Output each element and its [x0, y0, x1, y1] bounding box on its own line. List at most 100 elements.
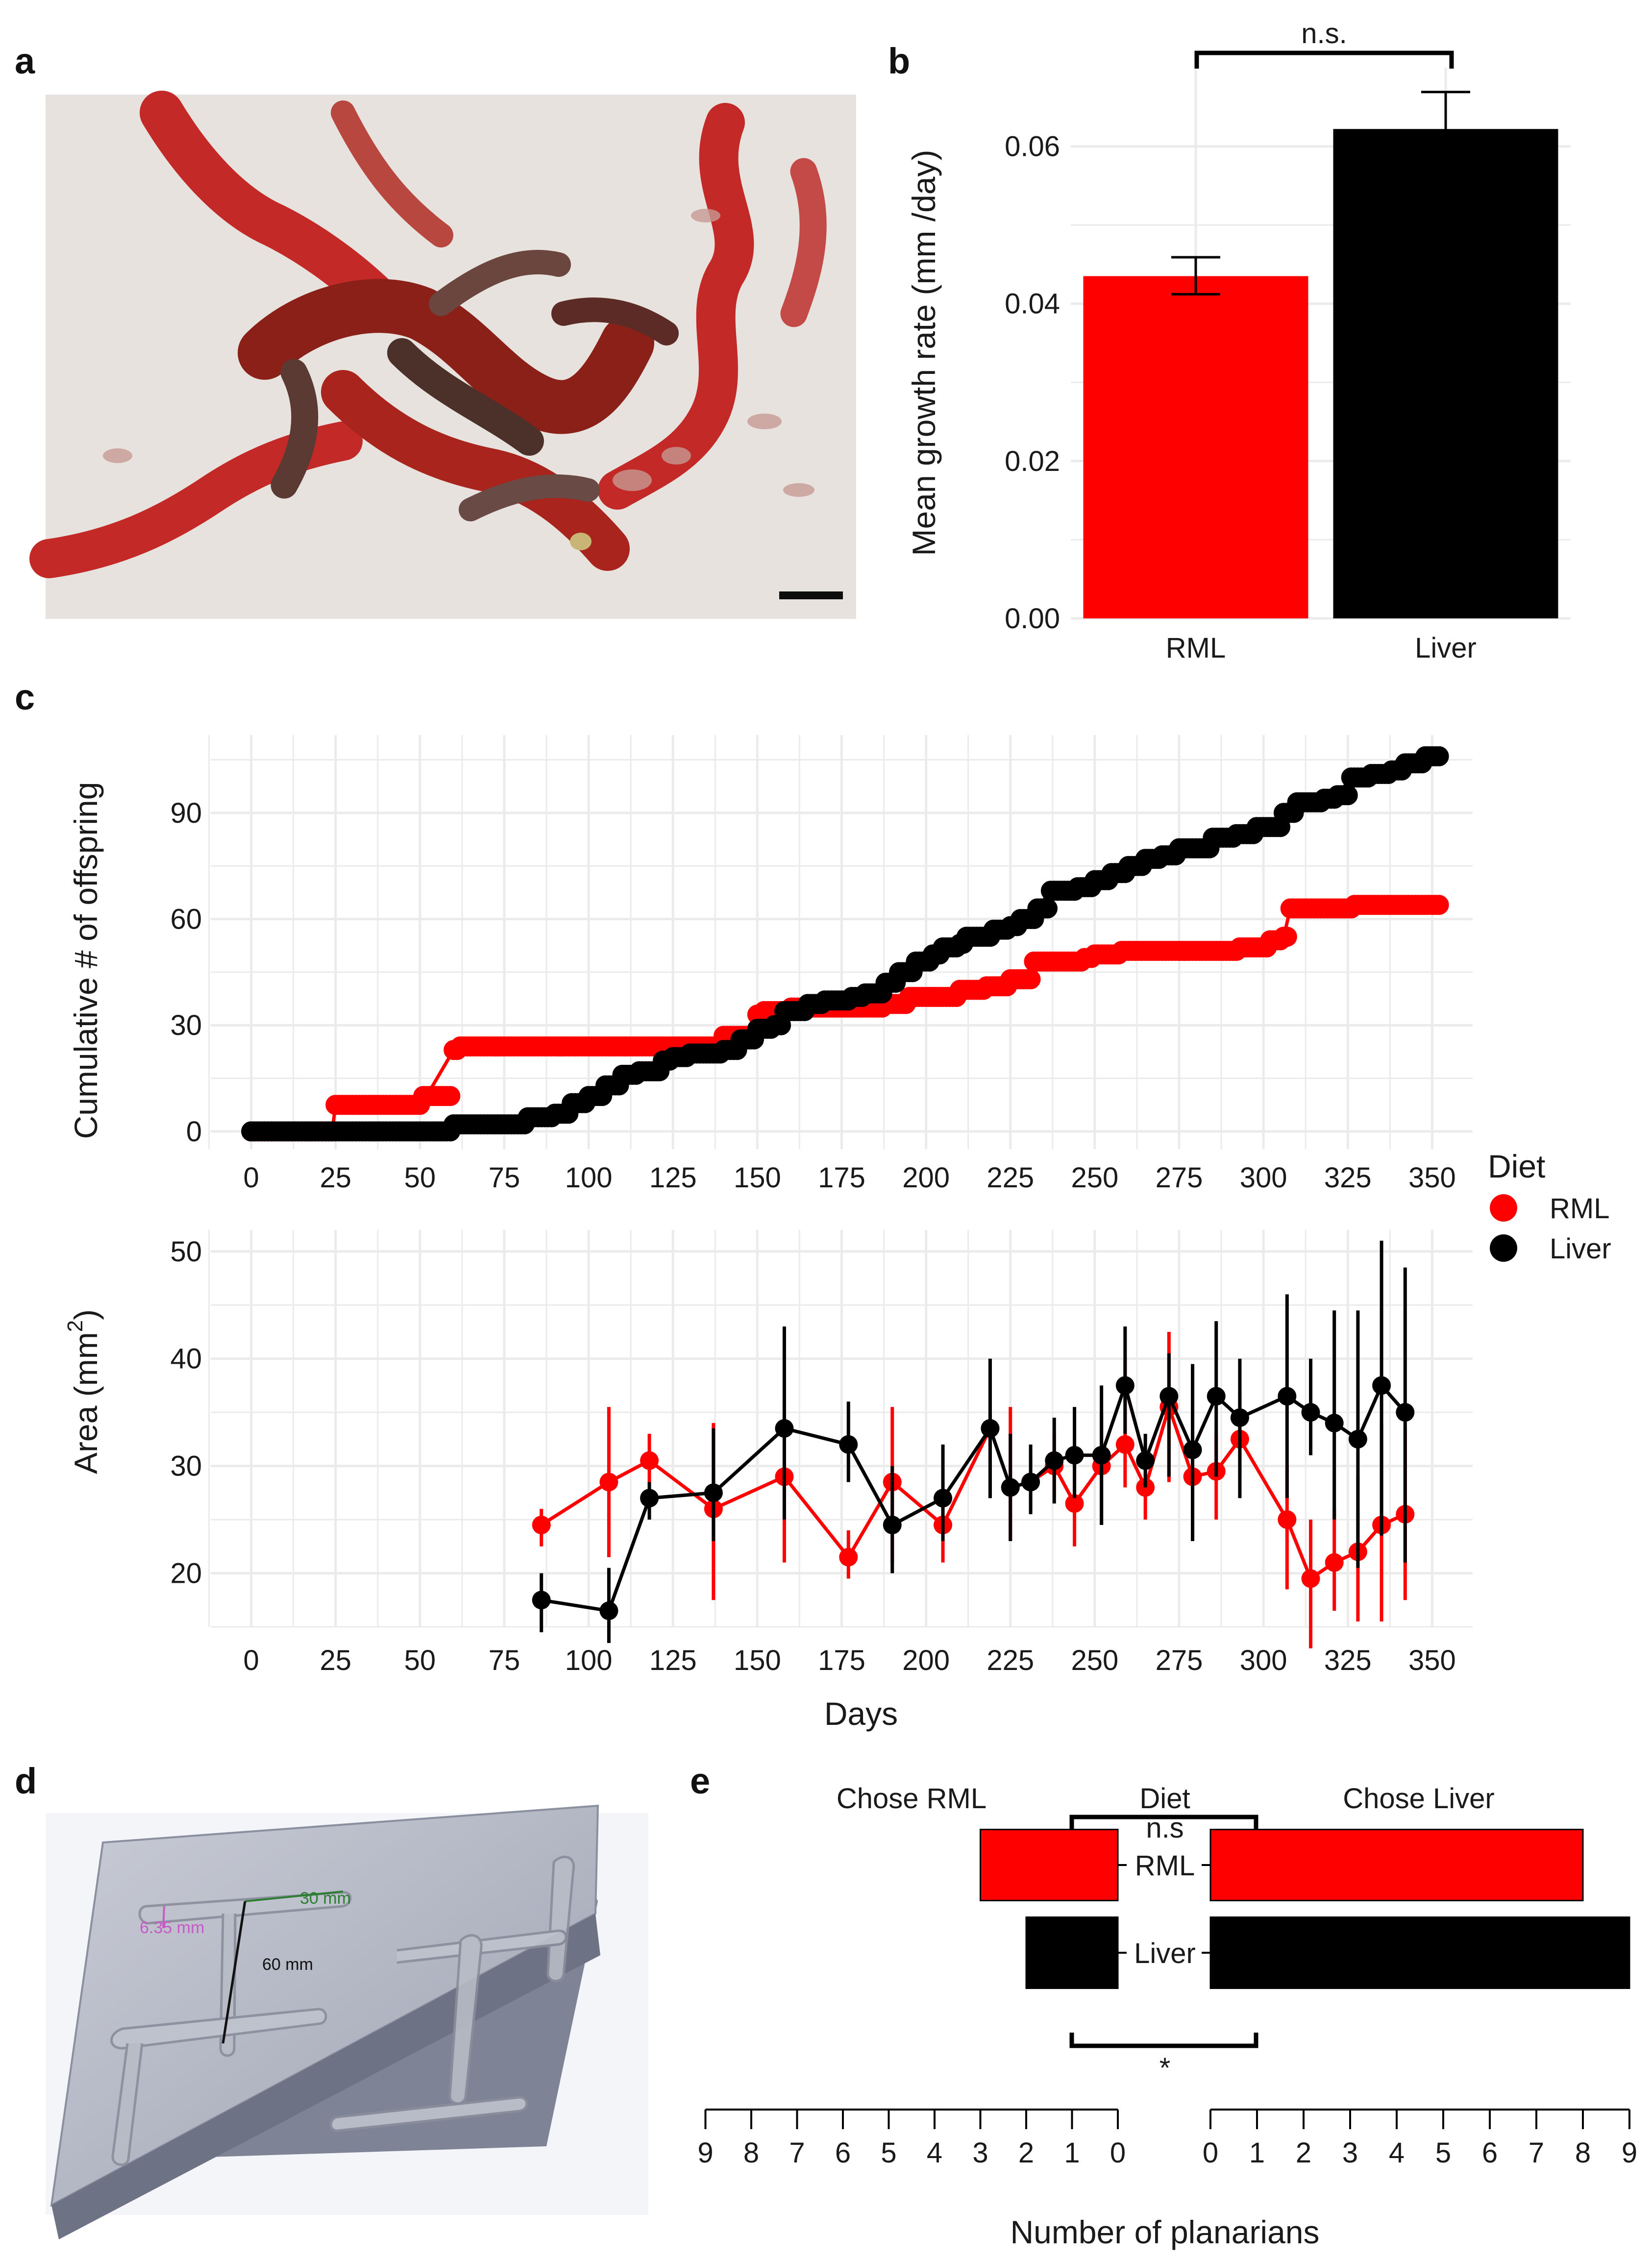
b-y-axis-title: Mean growth rate (mm /day): [906, 150, 942, 556]
c-bottom-x-tick-label: 225: [986, 1645, 1034, 1676]
b-y-tick-label: 0.00: [1005, 603, 1060, 635]
e-right-tick-label: 9: [1622, 2137, 1637, 2169]
c-bottom-x-tick-label: 175: [818, 1645, 865, 1676]
e-left-tick-label: 3: [972, 2137, 988, 2169]
b-errorbar-rml: [1171, 256, 1220, 295]
c-bottom-x-tick-label: 350: [1408, 1645, 1456, 1676]
panel-a: a: [15, 41, 856, 619]
c-top-x-tick-label: 100: [565, 1162, 613, 1194]
c-top-x-tick-label: 300: [1240, 1162, 1287, 1194]
e-category-label: RML: [1135, 1850, 1195, 1882]
b-significance-bracket: n.s.: [1194, 18, 1454, 69]
e-left-tick-label: 5: [881, 2137, 896, 2169]
c-top-y-tick-label: 60: [170, 904, 202, 935]
legend-title: Diet: [1488, 1148, 1545, 1184]
c-bottom-y-tick-label: 40: [170, 1343, 202, 1375]
c-bottom-point-rml: [839, 1547, 858, 1567]
b-significance-label: n.s.: [1301, 18, 1347, 49]
c-bottom-point-liver: [1230, 1408, 1249, 1427]
c-bottom-point-rml: [1278, 1510, 1297, 1529]
b-bar-liver: [1333, 129, 1558, 618]
panel-b: b RML Liver 0.00 0.02 0.04 0.06 Mean growth r…: [888, 18, 1571, 664]
panel-label-b: b: [888, 41, 910, 81]
c-top-point: [440, 1086, 461, 1106]
e-x-axis-title: Number of planarians: [1011, 2214, 1320, 2250]
c-top-points-liver: [241, 746, 1449, 1142]
c-bottom-y-tick-label: 50: [170, 1236, 202, 1268]
c-top-x-tick-label: 25: [320, 1162, 351, 1194]
c-top-x-tick-label: 125: [649, 1162, 697, 1194]
e-bar-chose-liver-rml: [1209, 1829, 1584, 1901]
c-bottom-point-rml: [640, 1451, 659, 1470]
c-bottom-point-rml: [599, 1473, 618, 1492]
c-bottom-point-liver: [1325, 1414, 1344, 1433]
c-top-x-tick-label: 200: [902, 1162, 950, 1194]
dimension-width: 6.35 mm: [140, 1918, 204, 1937]
c-bottom-point-liver: [532, 1591, 551, 1610]
e-bar-chose-rml-liver: [1025, 1916, 1119, 1989]
c-bottom-point-liver: [1372, 1376, 1391, 1395]
c-bottom-point-liver: [1136, 1451, 1155, 1470]
c-top-point: [1037, 898, 1058, 919]
c-bottom-x-tick-label: 200: [902, 1645, 950, 1676]
c-bottom-y-tick-label: 30: [170, 1450, 202, 1482]
c-top-point: [1277, 927, 1297, 947]
c-top-x-tick-label: 50: [404, 1162, 436, 1194]
e-right-tick-label: 3: [1342, 2137, 1358, 2169]
e-left-tick-label: 0: [1110, 2137, 1126, 2169]
e-right-tick-label: 1: [1249, 2137, 1265, 2169]
panel-e: e Chose RML Diet Chose Liver n.s RMLLive…: [690, 1761, 1637, 2250]
c-top-x-tick-label: 0: [243, 1162, 259, 1194]
e-center-title: Diet: [1139, 1783, 1190, 1815]
worm-photo: [29, 91, 856, 619]
c-bottom-y-axis-title-sup: 2: [63, 1320, 87, 1332]
c-top-y-tick-label: 30: [170, 1009, 202, 1041]
e-left-tick-label: 9: [697, 2137, 713, 2169]
c-top-x-tick-label: 275: [1156, 1162, 1203, 1194]
b-y-tick-label: 0.04: [1005, 288, 1060, 320]
c-bottom-point-liver: [775, 1419, 794, 1438]
b-axis: RML Liver 0.00 0.02 0.04 0.06: [1005, 131, 1477, 664]
c-bottom-point-liver: [704, 1483, 723, 1502]
c-top-x-tick-label: 225: [986, 1162, 1034, 1194]
c-bottom-point-rml: [1301, 1569, 1320, 1588]
panel-c: c 0 25 50 75 100 125 150 175 200 225 250 275 300 325 3…: [15, 677, 1611, 1732]
e-left-tick-label: 6: [835, 2137, 851, 2169]
c-bottom-y-axis-title-end: ): [68, 1309, 104, 1320]
c-bottom-x-tick-label: 325: [1324, 1645, 1372, 1676]
c-bottom-point-liver: [1183, 1440, 1202, 1459]
e-left-title: Chose RML: [837, 1783, 986, 1815]
c-top-y-tick-label: 0: [186, 1116, 202, 1148]
c-top-point: [1020, 969, 1041, 989]
c-bottom-point-liver: [599, 1601, 618, 1621]
c-top-y-axis-title: Cumulative # of offspring: [68, 782, 104, 1139]
panel-d: d 6.35 mm 30 mm 60 mm: [15, 1761, 648, 2239]
e-right-tick-label: 2: [1296, 2137, 1311, 2169]
legend-marker-rml: [1490, 1194, 1517, 1222]
e-left-tick-label: 7: [789, 2137, 805, 2169]
legend-label-rml: RML: [1550, 1193, 1609, 1225]
panel-label-a: a: [15, 41, 35, 81]
c-top-x-tick-label: 250: [1071, 1162, 1118, 1194]
c-bottom-point-liver: [1045, 1451, 1064, 1470]
c-bottom-point-rml: [1065, 1494, 1084, 1513]
c-bottom-x-tick-label: 125: [649, 1645, 697, 1676]
c-x-axis-title: Days: [824, 1695, 898, 1732]
c-area-chart: 0 25 50 75 100 125 150 175 200 225 250 275 300 325 350…: [170, 1230, 1473, 1676]
c-top-x-tick-label: 150: [734, 1162, 781, 1194]
c-bottom-point-liver: [1301, 1403, 1320, 1422]
c-bottom-point-rml: [1115, 1435, 1134, 1454]
c-bottom-point-liver: [1396, 1403, 1415, 1422]
c-top-point: [1429, 895, 1449, 915]
c-bottom-point-liver: [1278, 1387, 1297, 1406]
e-right-tick-label: 6: [1482, 2137, 1498, 2169]
c-bottom-x-tick-label: 250: [1071, 1645, 1118, 1676]
c-bottom-x-tick-label: 275: [1156, 1645, 1203, 1676]
c-bottom-point-liver: [883, 1516, 902, 1535]
legend: Diet RML Liver: [1488, 1148, 1611, 1265]
c-bottom-x-tick-label: 50: [404, 1645, 436, 1676]
e-right-tick-label: 8: [1575, 2137, 1591, 2169]
c-bottom-line-rml: [540, 1401, 1406, 1581]
c-bottom-y-axis-title-main: Area (mm: [68, 1332, 104, 1474]
